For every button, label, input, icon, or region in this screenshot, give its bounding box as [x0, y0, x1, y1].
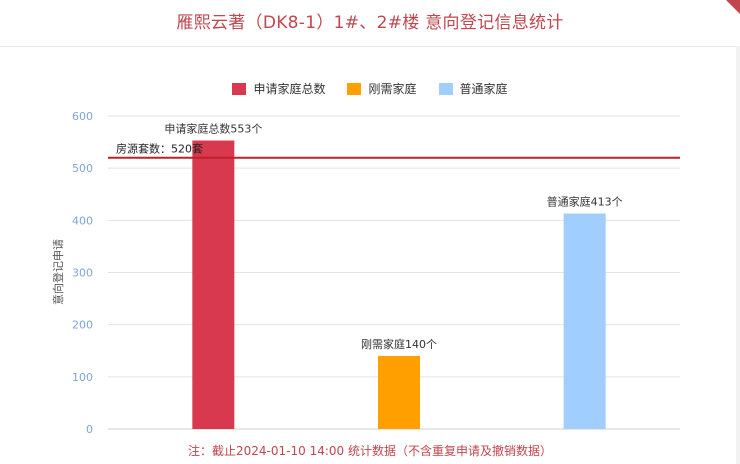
legend-item-total[interactable]: 申请家庭总数	[232, 80, 325, 97]
legend-swatch-normal	[438, 82, 453, 95]
y-axis-label: 意向登记申请	[51, 239, 65, 305]
chart-legend: 申请家庭总数 刚需家庭 普通家庭	[0, 80, 740, 97]
bar-label-普通家庭: 普通家庭413个	[547, 195, 623, 209]
reference-line-label: 房源套数：520套	[116, 142, 203, 156]
header-bar: 雁熙云著（DK8-1）1#、2#楼 意向登记信息统计	[0, 0, 740, 47]
y-tick-200: 200	[72, 319, 93, 332]
legend-swatch-rigid	[347, 82, 362, 95]
legend-item-rigid[interactable]: 刚需家庭	[347, 80, 417, 97]
legend-label-normal: 普通家庭	[459, 82, 508, 96]
bar-label-申请家庭总数: 申请家庭总数553个	[164, 122, 262, 136]
legend-item-normal[interactable]: 普通家庭	[438, 80, 508, 97]
bar-普通家庭	[563, 213, 606, 429]
y-tick-500: 500	[72, 162, 93, 175]
footnote: 注：截止2024-01-10 14:00 统计数据（不含重复申请及撤销数据）	[188, 444, 552, 458]
corner-tab	[726, 0, 740, 14]
bar-申请家庭总数	[192, 140, 235, 430]
legend-label-rigid: 刚需家庭	[368, 82, 417, 96]
y-tick-600: 600	[72, 110, 93, 123]
y-tick-100: 100	[72, 371, 93, 384]
y-tick-300: 300	[72, 267, 93, 280]
legend-swatch-total	[232, 82, 247, 95]
bars	[192, 140, 606, 430]
bar-label-刚需家庭: 刚需家庭140个	[361, 337, 437, 351]
y-tick-400: 400	[72, 214, 93, 227]
legend-label-total: 申请家庭总数	[253, 82, 326, 96]
right-edge	[736, 46, 740, 464]
y-tick-0: 0	[86, 423, 93, 436]
page-title: 雁熙云著（DK8-1）1#、2#楼 意向登记信息统计	[176, 13, 564, 33]
y-tick-labels: 0 100 200 300 400 500 600	[72, 110, 93, 436]
reference-line-group: 房源套数：520套	[108, 142, 680, 159]
bar-刚需家庭	[378, 355, 420, 429]
